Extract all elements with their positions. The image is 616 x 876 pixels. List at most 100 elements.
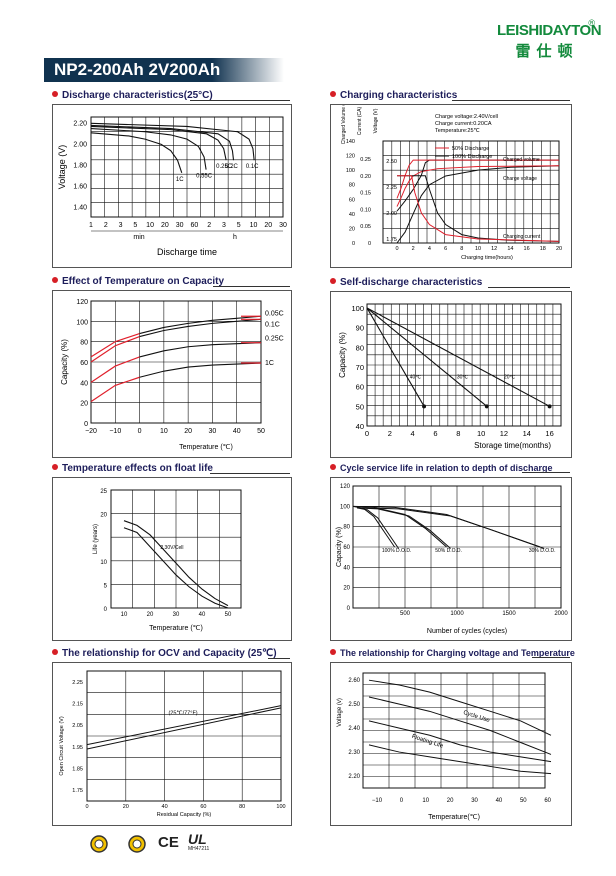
y-tick-label: 120	[76, 299, 88, 306]
x-tick-label: 20	[147, 612, 154, 618]
curve-label: 0.25C	[216, 164, 233, 170]
x-tick-label: 5	[237, 222, 241, 229]
x-tick-label: −10	[372, 798, 383, 804]
ocv-line	[86, 707, 282, 750]
self-dis-point	[422, 404, 427, 409]
section-rule	[522, 472, 570, 473]
x-tick-label: 60	[190, 222, 198, 229]
section-title-ocv: The relationship for OCV and Capacity (2…	[52, 648, 277, 659]
dod-label: 50% D.O.D.	[435, 548, 462, 554]
chart-ocv: 2.25 2.15 2.05 1.95 1.85 1.75 0 20 40 60 80 100 Resi…	[59, 670, 286, 818]
y-tick-label: 70	[356, 363, 364, 372]
x-axis-label: Charging time(hours)	[461, 255, 513, 261]
x-tick-label: 20	[184, 428, 192, 435]
x-tick-label: 50	[225, 612, 232, 618]
cvt-curve	[368, 720, 552, 763]
cycle-curve	[356, 507, 400, 549]
self-dis-point	[547, 404, 552, 409]
chart-panel-temp-capacity: 120 100 80 60 40 20 0 −20 −10 0 10 20 30 40 50 Temperat…	[52, 290, 292, 458]
x-tick-label: 40	[233, 428, 241, 435]
x-tick-label: 20	[447, 798, 454, 804]
x-axis-label: Residual Capacity (%)	[157, 812, 212, 818]
y-tick-label: 1.80	[73, 162, 87, 169]
charging-current-label: Charging current	[503, 234, 541, 240]
curve-label: 0.1C	[246, 164, 259, 170]
y-axis-label: Life (years)	[93, 524, 99, 554]
section-rule	[213, 286, 290, 287]
self-dis-line	[366, 307, 425, 407]
chart-self-discharge: 100 90 80 70 60 50 400 2 4 6 8 10 12 14 16 Storage time…	[338, 303, 562, 450]
x-tick-label: −20	[85, 428, 97, 435]
voltage-tick: 2.50	[386, 159, 397, 165]
volume-tick: 20	[349, 226, 355, 232]
x-tick-label: 2	[207, 222, 211, 229]
x-tick-label: 8	[460, 246, 463, 252]
x-tick-label: 16	[545, 429, 553, 438]
volume-tick: 140	[346, 139, 355, 145]
temp-cap-curve-cold	[90, 336, 140, 363]
x-tick-label: 16	[524, 246, 530, 252]
x-axis-label: Temperature (℃)	[179, 444, 233, 451]
charged-volume-label: Charged volume	[503, 157, 540, 163]
x-tick-label: 40	[199, 612, 206, 618]
y-axis-label: Capacity (%)	[338, 332, 347, 378]
chart-panel-float-life: 25 20 10 5 0 10 20 30 40 50 Temperature (℃) Life (y…	[52, 477, 292, 641]
section-title-self-discharge: Self-discharge characteristics	[330, 277, 482, 288]
y-tick-label: 2.05	[72, 723, 83, 729]
chart-panel-cycle-life: 120 100 80 60 40 20 0 500 1000 1500 2000 Number of …	[330, 477, 572, 641]
y-tick-label: 60	[356, 383, 364, 392]
charging-curve	[396, 159, 559, 212]
y-tick-label: 40	[356, 422, 364, 431]
section-rule	[532, 657, 570, 658]
temp-cap-curve-cold	[90, 356, 140, 383]
y-tick-label: 2.25	[72, 680, 83, 686]
x-tick-label: 2	[104, 222, 108, 229]
current-tick: 0.05	[360, 224, 371, 230]
curve-label: 1C	[176, 177, 184, 183]
section-title-float-life: Temperature effects on float life	[52, 463, 213, 474]
chart-discharge: 2.20 2.00 1.80 1.60 1.40 1 2 3 5 10 20 30 60 2 3 5 10 20 3…	[57, 116, 287, 257]
voltage-tick: 1.75	[386, 237, 397, 243]
self-dis-point	[484, 404, 489, 409]
chart-panel-charging: Charged Volume (%) Current (CA) Voltage (V…	[330, 97, 572, 268]
x-tick-label: 10	[475, 246, 481, 252]
y-tick-label: 2.15	[72, 702, 83, 708]
section-title-temp-capacity: Effect of Temperature on Capacity	[52, 276, 224, 287]
charge-note: Charge voltage:2.40V/cell	[435, 114, 498, 120]
temp-cap-curve	[139, 342, 262, 358]
voltage-tick: 2.25	[386, 185, 397, 191]
curve-label: 1C	[265, 360, 274, 367]
y-tick-label: 1.60	[73, 183, 87, 190]
x-axis-label: Temperature (℃)	[149, 625, 203, 632]
brand-name: LEISHIDAYTON	[497, 22, 602, 39]
volume-tick: 40	[349, 212, 355, 218]
x-tick-label: 20	[556, 246, 562, 252]
x-tick-label: 18	[540, 246, 546, 252]
charging-curve	[396, 165, 560, 207]
chart-panel-self-discharge: 100 90 80 70 60 50 40 0 2 4 6 8 10 12 14 16 Storage time…	[330, 291, 572, 458]
temp-cap-curve	[139, 315, 262, 335]
x-tick-label: 10	[477, 429, 485, 438]
cycle-curve	[356, 507, 545, 549]
y-tick-label: 20	[100, 513, 107, 519]
y-tick-label: 0	[347, 606, 351, 612]
x-tick-label: 30	[176, 222, 184, 229]
x-tick-label: 30	[471, 798, 478, 804]
y-tick-label: 0	[104, 607, 108, 613]
ocv-line	[86, 705, 282, 746]
y-tick-label: 2.20	[348, 774, 360, 780]
curve-label: 0.25C	[265, 336, 284, 343]
section-title-cycle-life: Cycle service life in relation to depth …	[330, 463, 553, 473]
curve-label: 0.1C	[265, 321, 280, 328]
volume-tick: 120	[346, 154, 355, 160]
chart-charge-voltage-temp: 2.60 2.50 2.40 2.30 2.20 −10 0 10 20 30 40 50 60 Temp…	[337, 672, 552, 821]
x-tick-label: 20	[264, 222, 272, 229]
iso-cert-icon	[126, 834, 148, 859]
x-unit-h: h	[233, 234, 237, 241]
y-axis-label: Voltage (v)	[337, 698, 343, 727]
x-tick-label: 1000	[450, 611, 464, 617]
x-unit-min: min	[133, 234, 144, 241]
x-tick-label: 40	[162, 804, 168, 810]
y-axis-label: Voltage (V)	[57, 145, 67, 190]
